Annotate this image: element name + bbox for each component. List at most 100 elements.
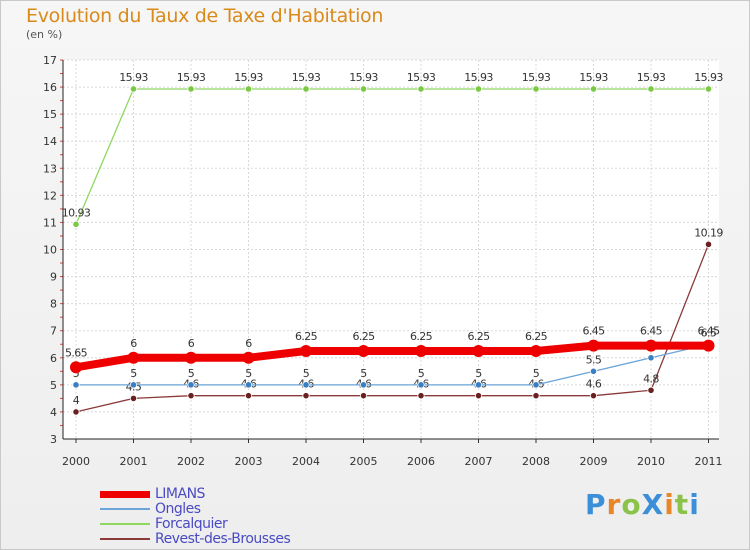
data-label-ongles: 5 [360,367,367,380]
x-tick-label: 2001 [120,455,148,468]
data-point-limans [472,345,485,358]
y-tick-label: 13 [43,162,57,175]
x-tick-label: 2000 [62,455,90,468]
data-label-forcalquier: 15.93 [522,71,551,84]
data-point-ongles [129,381,138,389]
y-tick-label: 17 [43,54,57,67]
y-tick-label: 5 [50,379,57,392]
data-point-revest-des-brousses [474,392,483,400]
data-label-forcalquier: 15.93 [292,71,321,84]
legend-label: Revest-des-Brousses [155,531,291,547]
data-point-revest-des-brousses [417,392,425,400]
data-point-limans [645,339,657,352]
legend-label: Ongles [155,501,201,517]
data-label-limans: 6.45 [697,325,720,338]
data-point-revest-des-brousses [589,392,598,400]
series-line-ongles [75,343,710,386]
data-point-ongles [187,381,195,389]
data-point-revest-des-brousses [302,392,310,400]
series-line-limans [72,341,713,372]
data-point-revest-des-brousses [244,392,253,400]
data-label-limans: 6.45 [582,325,605,338]
data-point-revest-des-brousses [187,392,195,400]
y-tick-label: 6 [50,352,57,365]
chart-unit-label: (en %) [26,28,63,41]
data-point-limans [70,361,82,374]
data-point-forcalquier [417,85,425,93]
data-label-limans: 6.25 [352,330,375,343]
y-tick-label: 3 [50,433,57,446]
data-label-revest-des-brousses: 10.19 [694,226,723,239]
x-tick-label: 2008 [522,455,550,468]
data-point-limans [127,351,140,364]
y-tick-label: 4 [50,406,57,419]
data-point-forcalquier [72,220,80,228]
data-point-limans [242,351,255,364]
data-label-forcalquier: 10.93 [62,206,91,219]
legend-swatch [100,523,150,525]
data-point-forcalquier [589,85,598,93]
logo-letter: i [689,488,700,521]
x-tick-label: 2004 [292,455,320,468]
data-label-revest-des-brousses: 4 [73,394,80,407]
proxiti-logo: ProXiti [585,488,700,521]
data-label-limans: 6.25 [410,330,433,343]
x-tick-label: 2007 [465,455,493,468]
data-label-forcalquier: 15.93 [579,71,608,84]
data-label-limans: 6 [188,337,195,350]
logo-letter: t [674,488,690,521]
chart-title: Evolution du Taux de Taxe d'Habitation [26,5,384,27]
y-tick-label: 15 [43,108,57,121]
data-label-ongles: 5 [188,367,195,380]
data-point-forcalquier [187,85,195,93]
data-point-limans [185,351,197,364]
x-tick-label: 2002 [177,455,205,468]
legend-item: Forcalquier [100,516,320,532]
data-label-forcalquier: 15.93 [637,71,666,84]
data-label-forcalquier: 15.93 [177,71,206,84]
legend-label: LIMANS [155,486,205,502]
data-point-limans [702,339,715,352]
legend-swatch [100,490,150,498]
x-tick-label: 2009 [580,455,608,468]
x-tick-label: 2005 [350,455,378,468]
legend-item: Ongles [100,501,320,517]
y-tick-label: 12 [43,189,57,202]
data-point-revest-des-brousses [532,392,540,400]
data-label-ongles: 5 [533,367,540,380]
data-label-ongles: 5 [418,367,425,380]
y-tick-label: 9 [50,271,57,284]
data-label-forcalquier: 15.93 [464,71,493,84]
data-label-limans: 6.45 [640,325,663,338]
data-label-ongles: 5 [245,367,252,380]
data-point-revest-des-brousses [129,394,138,402]
data-point-ongles [417,381,425,389]
data-point-limans [587,339,600,352]
x-tick-label: 2010 [637,455,665,468]
data-label-limans: 6.25 [295,330,318,343]
data-label-revest-des-brousses: 4.6 [586,378,602,391]
data-point-ongles [647,354,655,362]
data-point-ongles [359,381,368,389]
x-tick-label: 2006 [407,455,435,468]
data-point-forcalquier [302,85,310,93]
y-tick-label: 11 [43,216,57,229]
data-label-ongles: 5 [475,367,482,380]
data-label-ongles: 5 [130,367,137,380]
data-point-forcalquier [474,85,483,93]
legend-label: Forcalquier [155,516,228,532]
data-label-ongles: 6.5 [701,326,717,339]
data-label-ongles: 5.5 [586,353,602,366]
data-point-revest-des-brousses [647,386,655,394]
logo-letter: X [641,488,665,521]
legend-item: Revest-des-Brousses [100,531,320,547]
logo-letter: i [664,488,675,521]
data-point-forcalquier [532,85,540,93]
data-label-limans: 6 [245,337,252,350]
data-label-forcalquier: 15.93 [349,71,378,84]
legend-swatch [100,538,150,540]
data-point-limans [357,345,370,358]
data-label-forcalquier: 15.93 [234,71,263,84]
y-tick-label: 7 [50,325,57,338]
logo-letter: P [585,488,607,521]
